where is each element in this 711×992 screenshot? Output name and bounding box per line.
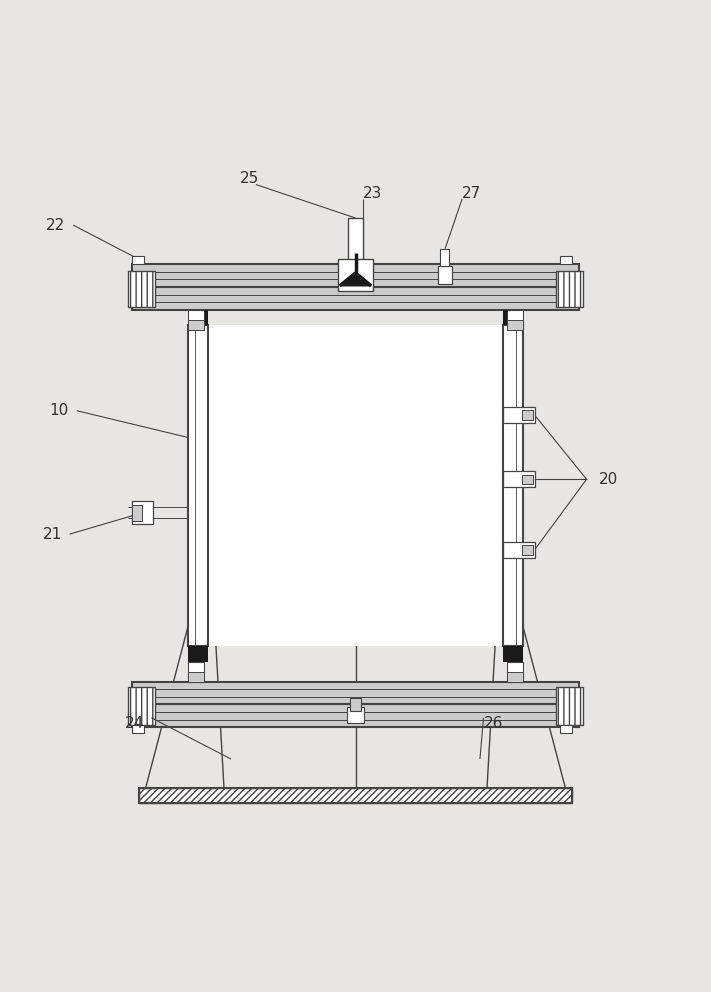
Bar <box>132 682 579 704</box>
Bar <box>338 259 373 291</box>
Text: 23: 23 <box>363 186 382 200</box>
Bar <box>507 310 523 329</box>
Bar <box>132 287 579 310</box>
Text: 20: 20 <box>599 472 619 487</box>
Text: 25: 25 <box>240 172 260 186</box>
Bar <box>507 662 523 682</box>
Text: 27: 27 <box>462 186 481 200</box>
Bar <box>128 686 155 725</box>
Bar <box>188 672 204 682</box>
Bar <box>560 725 572 733</box>
Bar <box>347 706 364 722</box>
Bar <box>503 646 523 662</box>
Bar <box>139 788 572 804</box>
Bar <box>188 662 204 682</box>
Bar <box>503 408 535 423</box>
Bar <box>132 704 579 727</box>
Bar <box>348 218 363 264</box>
Bar <box>503 310 523 325</box>
Bar <box>188 319 204 329</box>
Bar <box>188 646 208 662</box>
Bar <box>350 698 361 711</box>
Bar <box>503 542 535 558</box>
Bar <box>503 325 523 646</box>
Polygon shape <box>340 273 371 286</box>
Bar <box>556 271 583 308</box>
Text: 24: 24 <box>124 716 144 731</box>
Bar <box>556 271 583 308</box>
Bar <box>560 256 572 264</box>
Text: 26: 26 <box>483 716 503 731</box>
Bar <box>503 471 535 487</box>
Bar <box>438 267 452 284</box>
Bar <box>188 325 208 646</box>
Bar <box>132 501 153 524</box>
Bar <box>188 310 204 329</box>
Bar <box>507 319 523 329</box>
Bar <box>208 325 503 646</box>
Bar <box>132 505 142 521</box>
Bar <box>132 256 144 264</box>
Bar <box>556 686 583 725</box>
Bar <box>132 264 579 287</box>
Bar <box>128 271 155 308</box>
Bar <box>132 725 144 733</box>
Bar <box>556 686 583 725</box>
Bar <box>139 788 572 804</box>
Bar <box>440 249 449 267</box>
Bar <box>507 672 523 682</box>
Text: 21: 21 <box>43 527 62 542</box>
Text: 22: 22 <box>46 217 65 232</box>
Text: 10: 10 <box>50 403 69 419</box>
Bar <box>128 686 155 725</box>
Bar <box>522 474 533 484</box>
Bar <box>128 271 155 308</box>
Bar <box>522 411 533 420</box>
Bar <box>522 546 533 555</box>
Bar <box>188 310 208 325</box>
